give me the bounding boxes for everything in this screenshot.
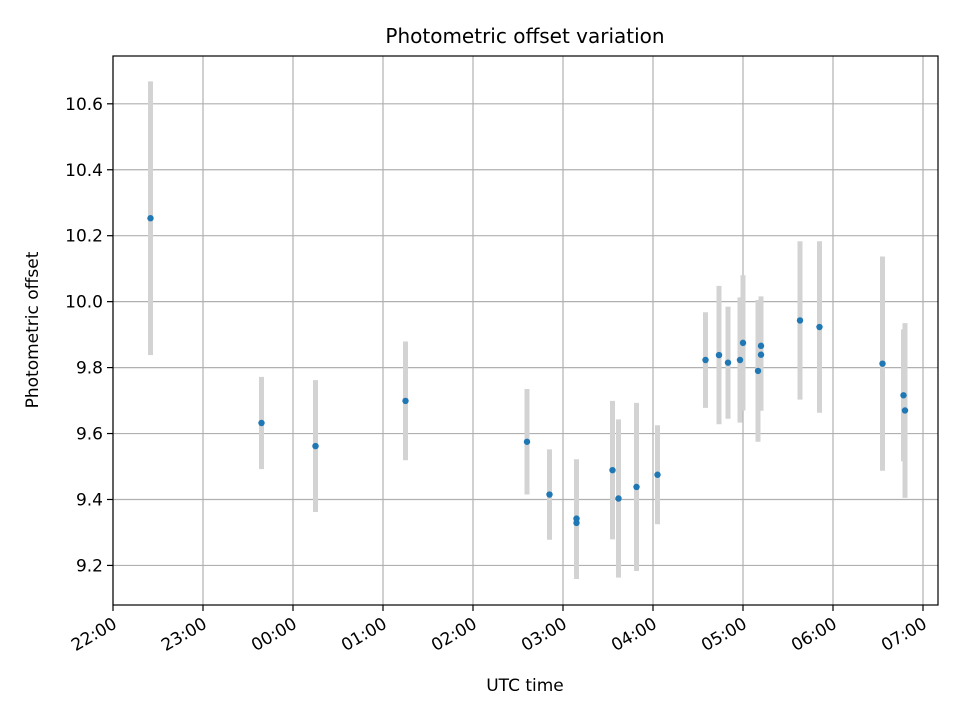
data-points <box>147 215 909 527</box>
data-point <box>796 317 804 324</box>
data-point <box>402 397 409 405</box>
data-point <box>757 351 765 358</box>
data-point <box>757 342 765 350</box>
y-tick-label: 10.2 <box>65 227 103 247</box>
y-tick-label: 10.4 <box>65 161 103 181</box>
data-point <box>609 466 616 474</box>
data-point <box>633 483 640 491</box>
data-point <box>258 419 265 427</box>
y-axis-ticks: 9.2 9.4 9.6 9.8 10.0 10.2 10.4 10.6 <box>65 95 113 576</box>
y-tick-label: 10.0 <box>65 293 103 313</box>
data-point <box>702 356 709 364</box>
y-tick-label: 10.6 <box>65 95 103 115</box>
data-point <box>615 495 622 502</box>
data-point <box>654 471 661 478</box>
data-point <box>736 356 744 364</box>
y-axis-label: Photometric offset <box>23 251 43 408</box>
y-tick-label: 9.6 <box>76 425 103 445</box>
y-tick-label: 9.2 <box>76 556 103 576</box>
plot-area <box>113 56 938 605</box>
data-point <box>879 360 886 367</box>
data-point <box>573 515 580 522</box>
data-point <box>724 359 732 366</box>
y-tick-label: 9.4 <box>76 490 103 510</box>
data-point <box>147 215 154 222</box>
data-point <box>715 351 723 359</box>
data-point <box>546 491 553 498</box>
data-point <box>312 442 319 450</box>
data-point <box>754 367 762 375</box>
data-point <box>739 339 747 347</box>
data-point <box>900 392 907 399</box>
grid <box>112 56 938 605</box>
chart-title: Photometric offset variation <box>385 24 664 48</box>
data-point <box>901 407 909 414</box>
data-point <box>816 323 823 331</box>
y-tick-label: 9.8 <box>76 359 103 379</box>
x-axis-label: UTC time <box>486 676 564 696</box>
data-point <box>523 438 531 445</box>
plot-frame <box>112 55 939 606</box>
